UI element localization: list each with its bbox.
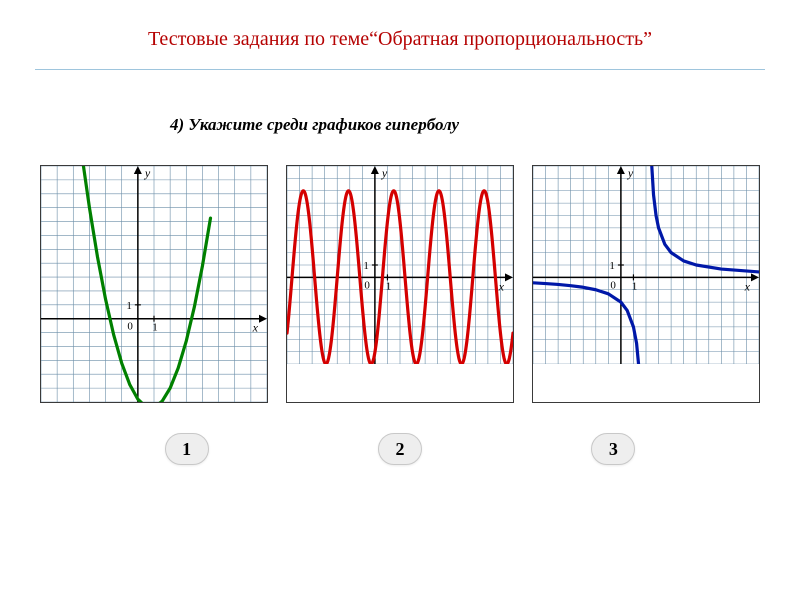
charts-row: 1 1 0 x y 1 1 0 x y 1 1 0 x y xyxy=(40,165,760,403)
svg-text:1: 1 xyxy=(152,322,158,334)
chart-3-hyperbola: 1 1 0 x y xyxy=(532,165,760,403)
chart-2-sine: 1 1 0 x y xyxy=(286,165,514,403)
svg-text:y: y xyxy=(627,166,634,180)
svg-text:y: y xyxy=(144,166,151,180)
svg-text:1: 1 xyxy=(126,300,132,312)
svg-text:1: 1 xyxy=(609,260,615,272)
svg-text:x: x xyxy=(744,279,751,293)
chart-1-parabola: 1 1 0 x y xyxy=(40,165,268,403)
svg-text:x: x xyxy=(498,279,505,293)
svg-text:0: 0 xyxy=(364,279,370,291)
svg-text:0: 0 xyxy=(610,279,616,291)
svg-text:x: x xyxy=(252,321,259,335)
divider xyxy=(35,69,765,70)
answer-button-2[interactable]: 2 xyxy=(378,433,422,465)
svg-text:1: 1 xyxy=(386,280,392,292)
svg-text:1: 1 xyxy=(363,260,369,272)
svg-text:y: y xyxy=(381,166,388,180)
page-title: Тестовые задания по теме“Обратная пропор… xyxy=(40,28,760,51)
svg-text:0: 0 xyxy=(127,321,133,333)
answer-button-1[interactable]: 1 xyxy=(165,433,209,465)
question-text: 4) Укажите среди графиков гиперболу xyxy=(170,115,760,135)
answer-button-3[interactable]: 3 xyxy=(591,433,635,465)
svg-text:1: 1 xyxy=(632,280,638,292)
answers-row: 1 2 3 xyxy=(40,433,760,465)
